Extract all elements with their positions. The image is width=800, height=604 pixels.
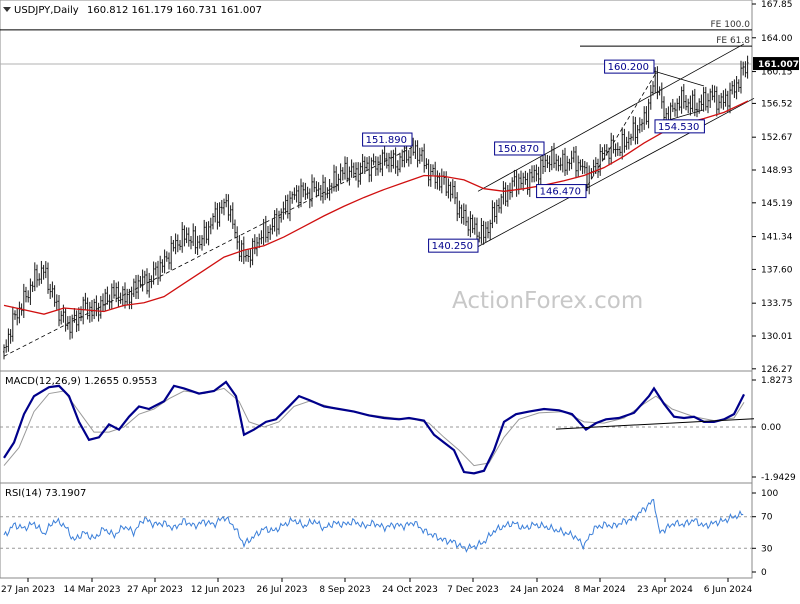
- watermark: ActionForex.com: [452, 288, 643, 314]
- x-tick-label: 8 Sep 2023: [319, 585, 370, 595]
- rsi-line: [3, 498, 744, 553]
- macd-layer: [0, 380, 755, 475]
- price-layer: FE 100.0 FE 61.8 151.890 150.870 160.200 154.…: [0, 20, 755, 360]
- price-tick-label: 164.00: [761, 34, 793, 44]
- price-tick-label: 130.01: [761, 332, 793, 342]
- price-panel-frame: [0, 0, 753, 372]
- trendline: [583, 72, 657, 192]
- price-label: 150.870: [498, 144, 539, 155]
- price-label-box: [604, 59, 655, 74]
- trendline: [477, 97, 755, 247]
- price-label: 140.250: [432, 241, 473, 252]
- price-label: 146.470: [540, 187, 581, 198]
- price-label-box: [362, 132, 413, 147]
- price-header-symbol: USDJPY,Daily: [14, 5, 79, 16]
- price-tick-label: 145.19: [761, 199, 793, 209]
- dropdown-triangle-icon[interactable]: [3, 7, 11, 12]
- rsi-layer: [0, 498, 752, 553]
- rsi-tick-label: 100: [761, 489, 778, 499]
- macd-trendline: [555, 418, 755, 430]
- trendline: [653, 70, 705, 87]
- price-tick-label: 152.67: [761, 133, 793, 143]
- price-tick-label: 148.93: [761, 166, 793, 176]
- x-tick-label: 24 Jan 2024: [510, 585, 564, 595]
- trendline: [3, 147, 413, 357]
- macd-header: MACD(12,26,9) 1.2655 0.9553: [5, 376, 157, 387]
- macd-tick-label: -1.9429: [761, 473, 796, 483]
- price-label-box: [428, 238, 479, 253]
- x-tick-label: 23 Apr 2024: [637, 585, 693, 595]
- price-label: 160.200: [608, 62, 649, 73]
- x-tick-label: 7 Dec 2023: [447, 585, 499, 595]
- x-tick-label: 27 Jan 2023: [1, 585, 55, 595]
- moving-average-line: [3, 100, 749, 315]
- price-label: 151.890: [366, 135, 407, 146]
- price-tick-label: 141.34: [761, 233, 793, 243]
- macd-tick-label: 0.00: [761, 423, 781, 433]
- price-tick-label: 137.60: [761, 265, 793, 275]
- rsi-tick-label: 0: [761, 568, 767, 578]
- price-tick-label: 160.15: [761, 68, 793, 78]
- price-header-ohlc: 160.812 161.179 160.731 161.007: [87, 5, 262, 16]
- x-tick-label: 14 Mar 2023: [63, 585, 120, 595]
- rsi-tick-label: 30: [761, 544, 773, 554]
- rsi-panel-frame: [0, 482, 753, 579]
- price-tick-label: 126.27: [761, 365, 793, 375]
- fe-level-label: FE 61.8: [716, 36, 750, 46]
- x-tick-label: 27 Apr 2023: [127, 585, 183, 595]
- price-label-box: [536, 184, 587, 199]
- price-label-box: [654, 119, 705, 134]
- price-tick-label: 133.75: [761, 299, 793, 309]
- x-tick-label: 26 Jul 2023: [257, 585, 308, 595]
- rsi-tick-label: 70: [761, 513, 773, 523]
- price-label-box: [494, 141, 545, 156]
- x-tick-label: 12 Jun 2023: [191, 585, 245, 595]
- fe-level-label: FE 100.0: [711, 20, 751, 30]
- macd-line: [3, 380, 745, 475]
- price-tick-label: 167.85: [761, 0, 793, 10]
- macd-tick-label: 1.8273: [761, 376, 793, 386]
- x-tick-label: 8 Mar 2024: [574, 585, 626, 595]
- price-tick-label: 156.52: [761, 99, 793, 109]
- last-price-label: 161.007: [758, 60, 799, 70]
- x-tick-label: 6 Jun 2024: [704, 585, 753, 595]
- price-label: 154.530: [658, 122, 699, 133]
- rsi-header: RSI(14) 73.1907: [5, 488, 86, 499]
- last-price-badge: [753, 57, 799, 71]
- trendline: [477, 43, 745, 192]
- x-tick-label: 24 Oct 2023: [382, 585, 438, 595]
